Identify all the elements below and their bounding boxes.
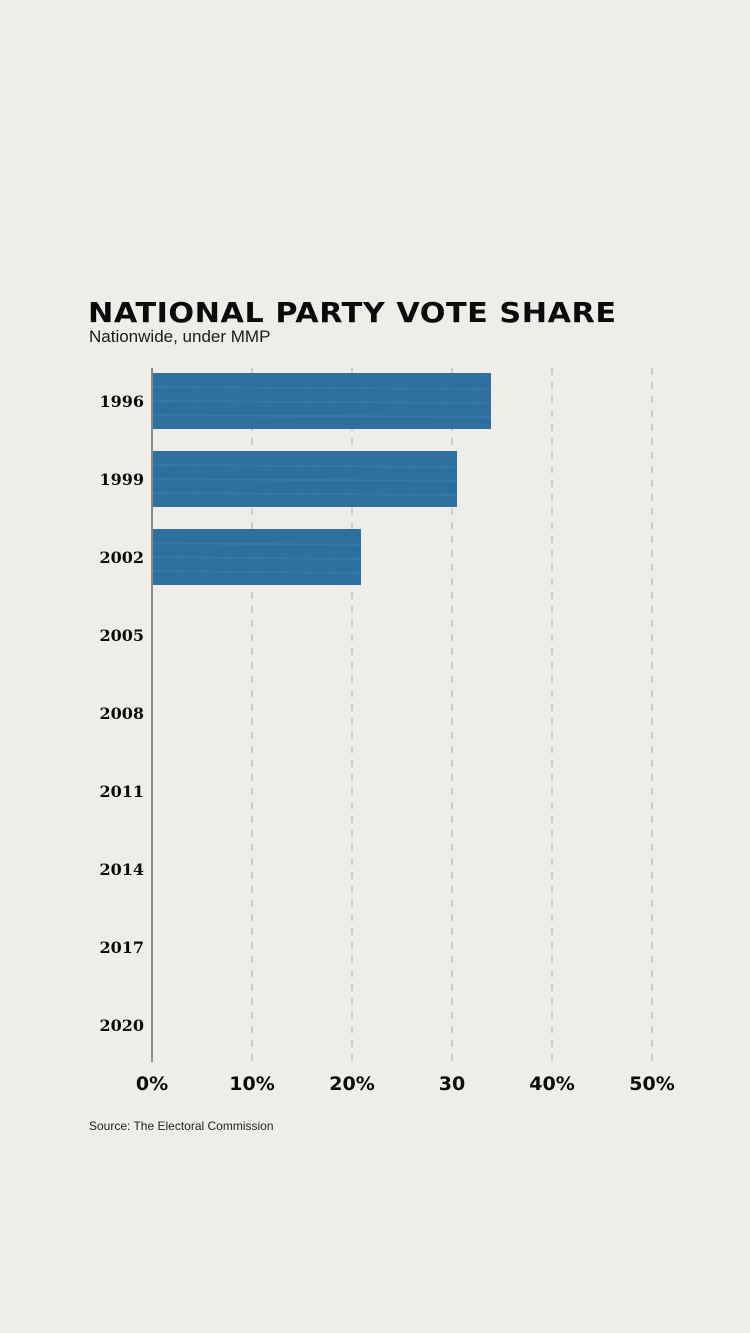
bar-texture [151, 542, 362, 546]
source-note: Source: The Electoral Commission [89, 1119, 274, 1133]
category-label: 2005 [99, 626, 144, 645]
bar-texture [151, 556, 362, 560]
x-tick-label: 40% [529, 1073, 574, 1095]
x-tick-label: 10% [229, 1073, 274, 1095]
bar-texture [151, 570, 362, 574]
bar-texture [151, 400, 492, 404]
x-tick-label: 20% [329, 1073, 374, 1095]
category-label: 2017 [99, 938, 144, 957]
bar-texture [151, 464, 458, 468]
bar-texture [151, 478, 458, 482]
bar-texture [151, 414, 492, 418]
category-label: 2008 [99, 704, 144, 723]
category-label: 1996 [99, 392, 144, 411]
category-label: 2020 [99, 1016, 144, 1035]
bar-texture [151, 492, 458, 496]
x-tick-label: 30 [439, 1073, 465, 1095]
category-label: 2011 [99, 782, 144, 801]
category-label: 2002 [99, 548, 144, 567]
chart-subtitle: Nationwide, under MMP [89, 327, 271, 346]
x-tick-label: 50% [629, 1073, 674, 1095]
chart-title: NATIONAL PARTY VOTE SHARE [88, 296, 617, 329]
category-label: 2014 [99, 860, 144, 879]
category-label: 1999 [99, 470, 144, 489]
x-tick-label: 0% [136, 1073, 168, 1095]
bar-texture [151, 386, 492, 390]
